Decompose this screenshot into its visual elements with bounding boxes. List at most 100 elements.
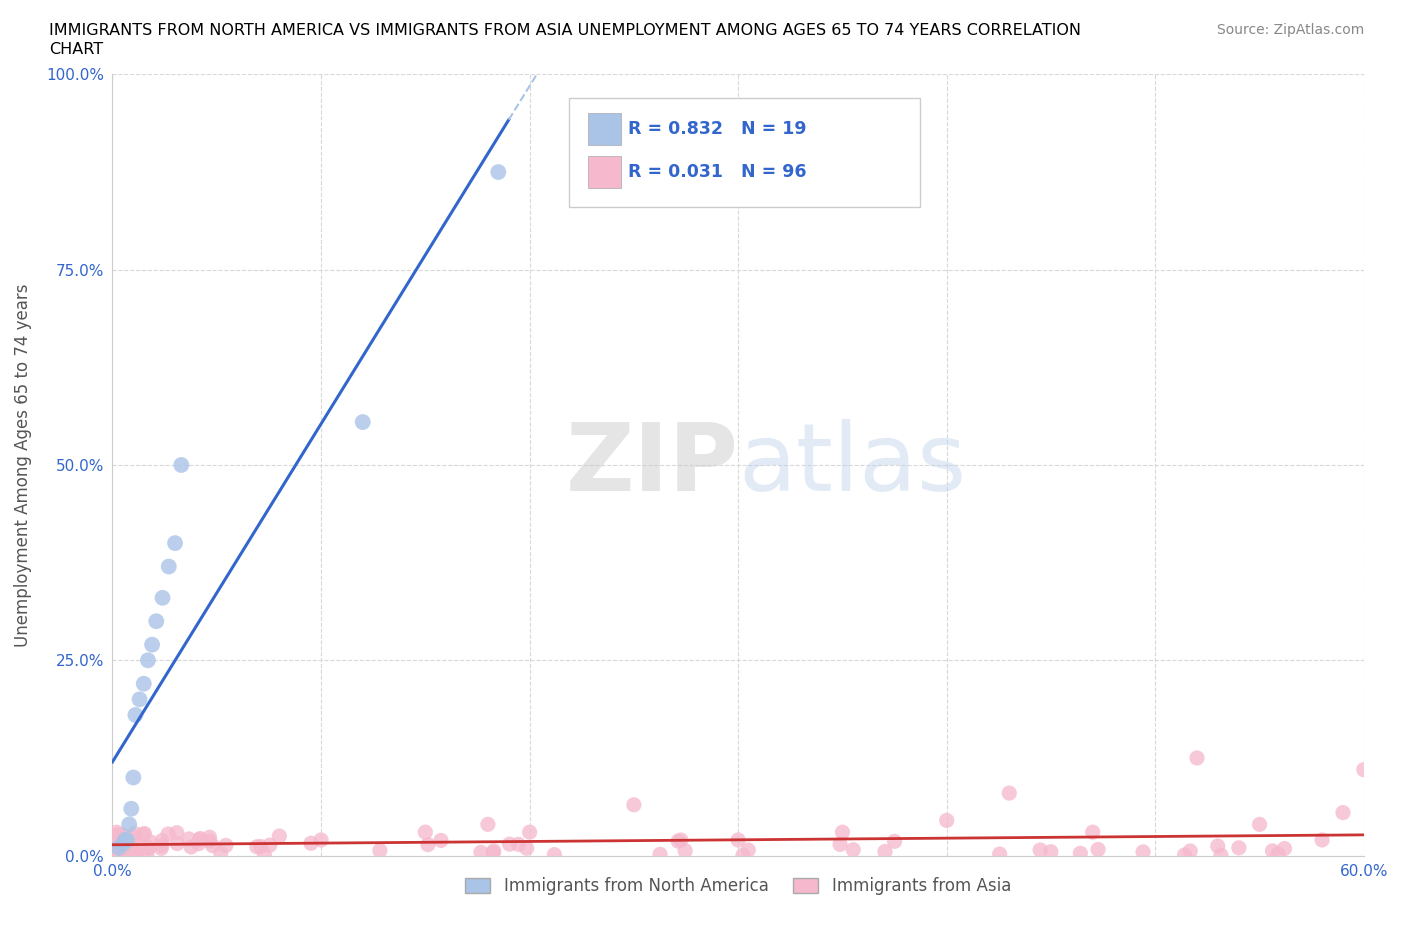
Point <box>215 838 238 853</box>
Point <box>180 840 202 855</box>
Point <box>157 559 180 574</box>
Point <box>150 838 173 853</box>
Point <box>470 844 492 859</box>
Point <box>170 458 193 472</box>
Point <box>416 837 439 852</box>
Point <box>122 770 145 785</box>
Point <box>1310 832 1333 847</box>
Point <box>309 832 332 847</box>
Point <box>135 847 157 862</box>
Point <box>188 831 211 846</box>
Point <box>482 845 505 860</box>
Point <box>1206 839 1229 854</box>
Text: R = 0.031   N = 96: R = 0.031 N = 96 <box>628 163 807 181</box>
Text: CHART: CHART <box>49 42 103 57</box>
Point <box>737 843 759 857</box>
Point <box>120 802 142 817</box>
Point <box>111 828 134 843</box>
Point <box>166 825 188 840</box>
Point <box>136 841 159 856</box>
Point <box>253 848 276 863</box>
Point <box>368 844 391 858</box>
Point <box>122 843 145 857</box>
Point <box>1353 763 1375 777</box>
Point <box>129 838 152 853</box>
Point <box>842 843 865 857</box>
Point <box>269 829 291 844</box>
Point <box>1249 817 1271 831</box>
Text: ZIP: ZIP <box>565 419 738 511</box>
Point <box>828 837 851 852</box>
Point <box>134 826 156 841</box>
FancyBboxPatch shape <box>588 155 620 189</box>
Point <box>118 845 141 860</box>
Point <box>138 841 160 856</box>
Point <box>1081 825 1104 840</box>
Point <box>516 841 538 856</box>
Point <box>177 831 200 846</box>
Point <box>1132 844 1154 859</box>
Text: Source: ZipAtlas.com: Source: ZipAtlas.com <box>1216 23 1364 37</box>
Point <box>1180 844 1202 858</box>
Point <box>1039 844 1062 859</box>
Point <box>124 826 146 841</box>
Point <box>731 848 754 863</box>
Point <box>104 835 127 850</box>
Text: atlas: atlas <box>738 419 966 511</box>
Point <box>352 415 374 430</box>
Point <box>139 834 162 849</box>
Point <box>477 817 499 831</box>
Point <box>1209 848 1232 863</box>
Point <box>150 833 173 848</box>
Point <box>107 827 129 842</box>
Point <box>673 844 696 858</box>
Point <box>141 637 163 652</box>
Point <box>1029 843 1052 857</box>
Point <box>669 832 692 847</box>
Point <box>1087 842 1109 857</box>
Point <box>1185 751 1208 765</box>
Point <box>188 832 211 847</box>
Point <box>152 591 174 605</box>
Point <box>259 838 281 853</box>
Point <box>111 836 134 851</box>
Point <box>249 839 271 854</box>
Point <box>935 813 957 828</box>
Point <box>166 836 188 851</box>
FancyBboxPatch shape <box>588 113 620 145</box>
Point <box>127 842 149 857</box>
Point <box>128 842 150 857</box>
Point <box>873 844 896 859</box>
Point <box>543 847 565 862</box>
Point <box>187 836 209 851</box>
Point <box>1274 841 1296 856</box>
Point <box>1227 841 1250 856</box>
Point <box>132 676 155 691</box>
Point <box>163 536 186 551</box>
Point <box>128 692 150 707</box>
Point <box>201 838 224 853</box>
Point <box>246 839 269 854</box>
Point <box>114 841 136 856</box>
Point <box>299 836 322 851</box>
Point <box>209 845 232 860</box>
Point <box>727 832 749 847</box>
Point <box>648 847 671 862</box>
Point <box>519 825 541 840</box>
Point <box>107 841 129 856</box>
Point <box>118 817 141 831</box>
Point <box>150 841 173 856</box>
Point <box>111 841 134 856</box>
Point <box>883 834 905 849</box>
Legend: Immigrants from North America, Immigrants from Asia: Immigrants from North America, Immigrant… <box>458 870 1018 902</box>
Text: IMMIGRANTS FROM NORTH AMERICA VS IMMIGRANTS FROM ASIA UNEMPLOYMENT AMONG AGES 65: IMMIGRANTS FROM NORTH AMERICA VS IMMIGRA… <box>49 23 1081 38</box>
Point <box>430 833 453 848</box>
Point <box>482 844 505 858</box>
Point <box>122 843 145 857</box>
Point <box>121 829 143 844</box>
Point <box>124 708 146 723</box>
Point <box>486 165 509 179</box>
Point <box>1267 846 1289 861</box>
Point <box>157 827 180 842</box>
Point <box>1069 846 1091 861</box>
